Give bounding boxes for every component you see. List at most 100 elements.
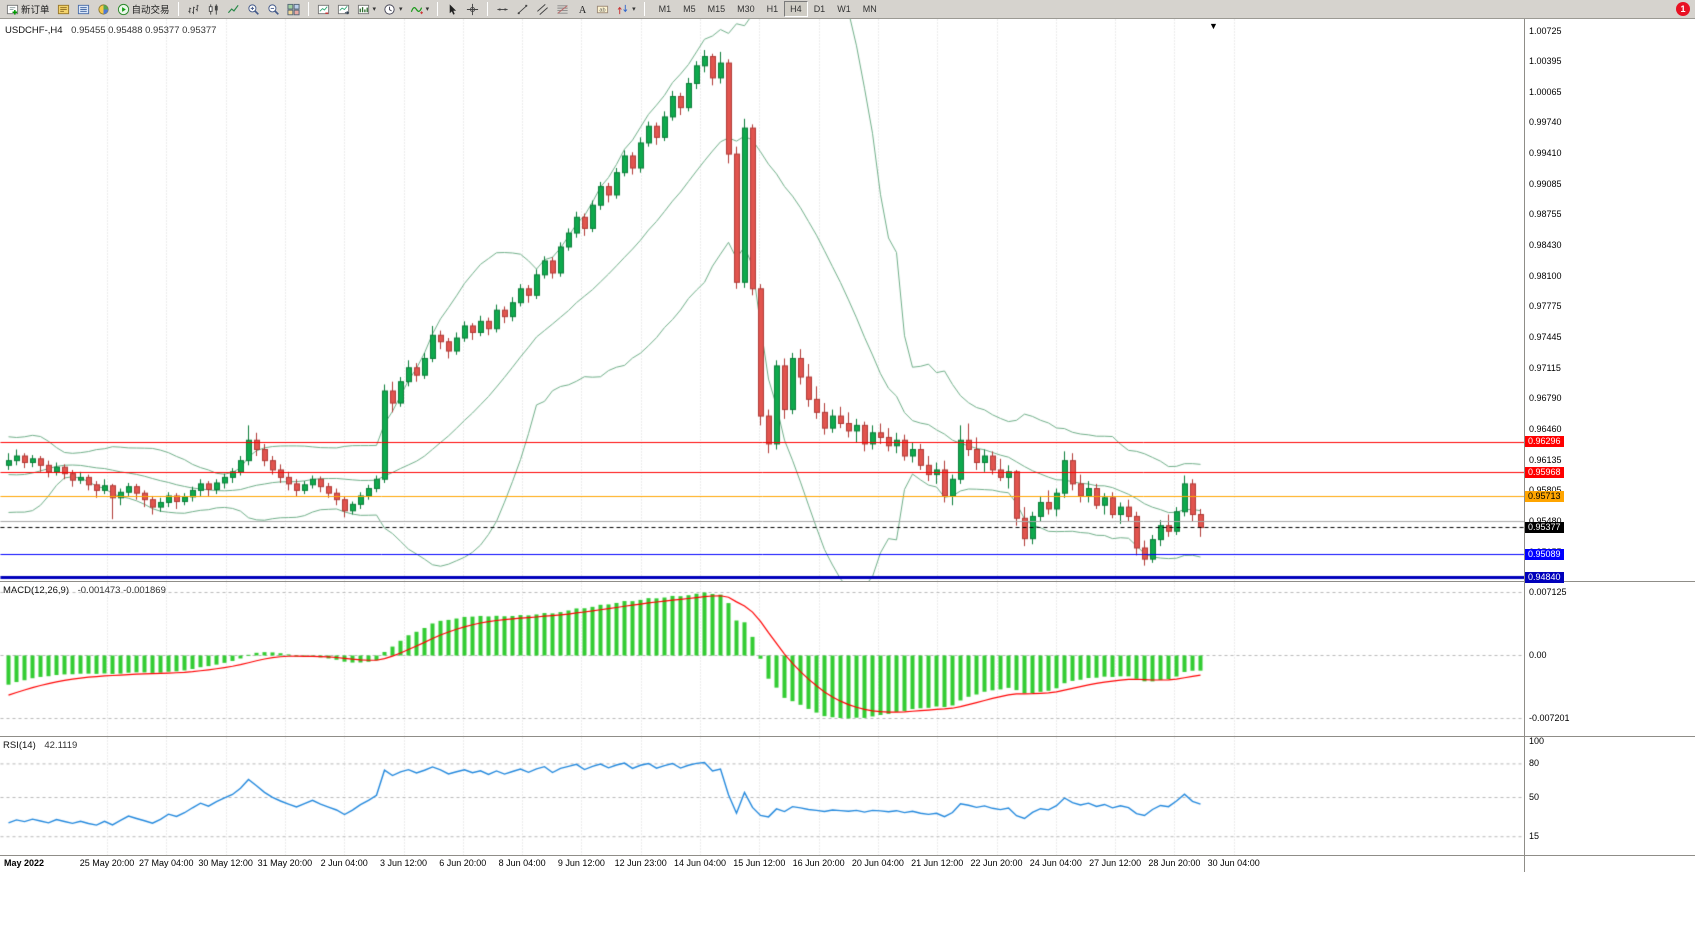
zoom-in-button[interactable] bbox=[244, 1, 263, 18]
timeframe-d1-button[interactable]: D1 bbox=[813, 4, 826, 14]
new-order-button[interactable]: 新订单 bbox=[3, 1, 53, 18]
level-price-tag: 0.95968 bbox=[1525, 466, 1564, 478]
candlestick-mode-icon bbox=[207, 3, 220, 16]
svg-text:ab: ab bbox=[599, 7, 605, 13]
text-label-button[interactable]: ab bbox=[593, 1, 612, 18]
zoom-in-icon bbox=[247, 3, 260, 16]
price-axis-label: 0.96790 bbox=[1529, 393, 1562, 404]
price-axis-label: 1.00065 bbox=[1529, 86, 1562, 97]
text-label-icon: ab bbox=[596, 3, 609, 16]
text-button[interactable]: A bbox=[573, 1, 592, 18]
tile-windows-button[interactable] bbox=[284, 1, 303, 18]
candlestick-mode-button[interactable] bbox=[204, 1, 223, 18]
price-axis-label: 0.98430 bbox=[1529, 240, 1562, 251]
new-chart-icon bbox=[357, 3, 370, 16]
zoom-out-icon bbox=[267, 3, 280, 16]
macd-values: -0.001473 -0.001869 bbox=[77, 585, 166, 596]
level-price-tag: 0.95377 bbox=[1525, 521, 1564, 533]
market-watch-button[interactable] bbox=[54, 1, 73, 18]
text-icon: A bbox=[576, 3, 589, 16]
time-axis-label: 20 Jun 04:00 bbox=[851, 858, 904, 868]
caret-down-icon: ▾ bbox=[425, 6, 430, 13]
navigator-button[interactable] bbox=[94, 1, 113, 18]
bar-chart-mode-button[interactable] bbox=[184, 1, 203, 18]
timeframe-m1-button[interactable]: M1 bbox=[658, 4, 672, 14]
bar-chart-mode-icon bbox=[187, 3, 200, 16]
data-window-button[interactable] bbox=[74, 1, 93, 18]
timeframe-w1-button[interactable]: W1 bbox=[837, 4, 851, 14]
timeframe-h4-button[interactable]: H4 bbox=[784, 1, 808, 17]
macd-indicator-pane[interactable] bbox=[0, 582, 1524, 736]
notification-badge[interactable]: 1 bbox=[1676, 2, 1690, 16]
main-price-chart[interactable] bbox=[0, 19, 1524, 581]
toolbar-separator bbox=[643, 2, 645, 16]
auto-trading-button[interactable]: 自动交易 bbox=[114, 1, 173, 18]
line-chart-mode-icon bbox=[227, 3, 240, 16]
time-axis-label: 8 Jun 04:00 bbox=[498, 858, 546, 868]
equidistant-channel-button[interactable] bbox=[533, 1, 552, 18]
toolbar-separator bbox=[177, 2, 179, 16]
time-axis-label: 30 May 12:00 bbox=[198, 858, 253, 868]
level-price-tag: 0.94840 bbox=[1525, 571, 1564, 583]
rsi-name: RSI(14) bbox=[3, 740, 36, 751]
timeframe-h1-button[interactable]: H1 bbox=[766, 4, 779, 14]
time-axis-label: 27 Jun 12:00 bbox=[1089, 858, 1142, 868]
time-axis-label: 22 Jun 20:00 bbox=[970, 858, 1023, 868]
price-axis-label: 0.97445 bbox=[1529, 332, 1562, 343]
price-axis-label: 0.99740 bbox=[1529, 117, 1562, 128]
svg-text:A: A bbox=[579, 5, 587, 16]
time-axis-label: 12 Jun 23:00 bbox=[614, 858, 667, 868]
fibonacci-icon bbox=[556, 3, 569, 16]
zoom-out-button[interactable] bbox=[264, 1, 283, 18]
time-axis-label: 24 Jun 04:00 bbox=[1029, 858, 1082, 868]
timeframe-m15-button[interactable]: M15 bbox=[707, 4, 726, 14]
new-chart-button[interactable]: ▾ bbox=[354, 1, 380, 18]
auto-scroll-button[interactable] bbox=[334, 1, 353, 18]
timeframe-m30-button[interactable]: M30 bbox=[737, 4, 755, 14]
crosshair-button[interactable] bbox=[463, 1, 482, 18]
trendline-button[interactable] bbox=[513, 1, 532, 18]
time-axis-label: 31 May 20:00 bbox=[257, 858, 313, 868]
new-order-icon bbox=[6, 3, 19, 16]
arrows-button[interactable]: ▾ bbox=[613, 1, 639, 18]
timeframe-mn-button[interactable]: MN bbox=[862, 4, 877, 14]
timeframe-toolbar: M1 M5 M15 M30 H1 H4 D1 W1 MN bbox=[653, 1, 883, 17]
crosshair-icon bbox=[466, 3, 479, 16]
pane-separator[interactable] bbox=[0, 581, 1695, 582]
toolbar-separator bbox=[487, 2, 489, 16]
price-axis-label: 0.99085 bbox=[1529, 178, 1562, 189]
macd-label: MACD(12,26,9) -0.001473 -0.001869 bbox=[3, 585, 166, 596]
periods-button[interactable]: ▾ bbox=[380, 1, 406, 18]
macd-axis-label: -0.007201 bbox=[1529, 713, 1570, 723]
level-price-tag: 0.96296 bbox=[1525, 436, 1564, 448]
chart-shift-marker-icon[interactable]: ▼ bbox=[1209, 21, 1218, 31]
fibonacci-button[interactable] bbox=[553, 1, 572, 18]
cursor-button[interactable] bbox=[443, 1, 462, 18]
price-axis-label: 0.98100 bbox=[1529, 270, 1562, 281]
price-axis-label: 1.00725 bbox=[1529, 25, 1562, 36]
trendline-icon bbox=[516, 3, 529, 16]
caret-down-icon: ▾ bbox=[399, 6, 403, 13]
price-axis-label: 0.98755 bbox=[1529, 209, 1562, 220]
time-axis-label: 14 Jun 04:00 bbox=[673, 858, 727, 868]
toolbar-separator bbox=[437, 2, 439, 16]
rsi-indicator-pane[interactable] bbox=[0, 737, 1524, 855]
data-window-icon bbox=[77, 3, 90, 16]
macd-axis-label: 0.00 bbox=[1529, 650, 1547, 660]
indicators-button[interactable]: ▾ bbox=[407, 1, 433, 18]
horizontal-line-button[interactable] bbox=[493, 1, 512, 18]
indicators-icon bbox=[410, 3, 423, 16]
navigator-icon bbox=[97, 3, 110, 16]
pane-separator[interactable] bbox=[0, 736, 1695, 737]
line-chart-mode-button[interactable] bbox=[224, 1, 243, 18]
timeframe-m5-button[interactable]: M5 bbox=[683, 4, 696, 14]
time-axis-label: 28 Jun 20:00 bbox=[1148, 858, 1201, 868]
arrows-icon bbox=[616, 3, 629, 16]
auto-trading-icon bbox=[117, 3, 130, 16]
rsi-axis-label: 15 bbox=[1529, 831, 1540, 842]
rsi-axis-label: 100 bbox=[1529, 736, 1545, 746]
time-axis-label: 3 Jun 12:00 bbox=[379, 858, 428, 868]
time-axis-label: 21 Jun 12:00 bbox=[911, 858, 964, 868]
chart-shift-button[interactable] bbox=[314, 1, 333, 18]
periods-icon bbox=[383, 3, 396, 16]
